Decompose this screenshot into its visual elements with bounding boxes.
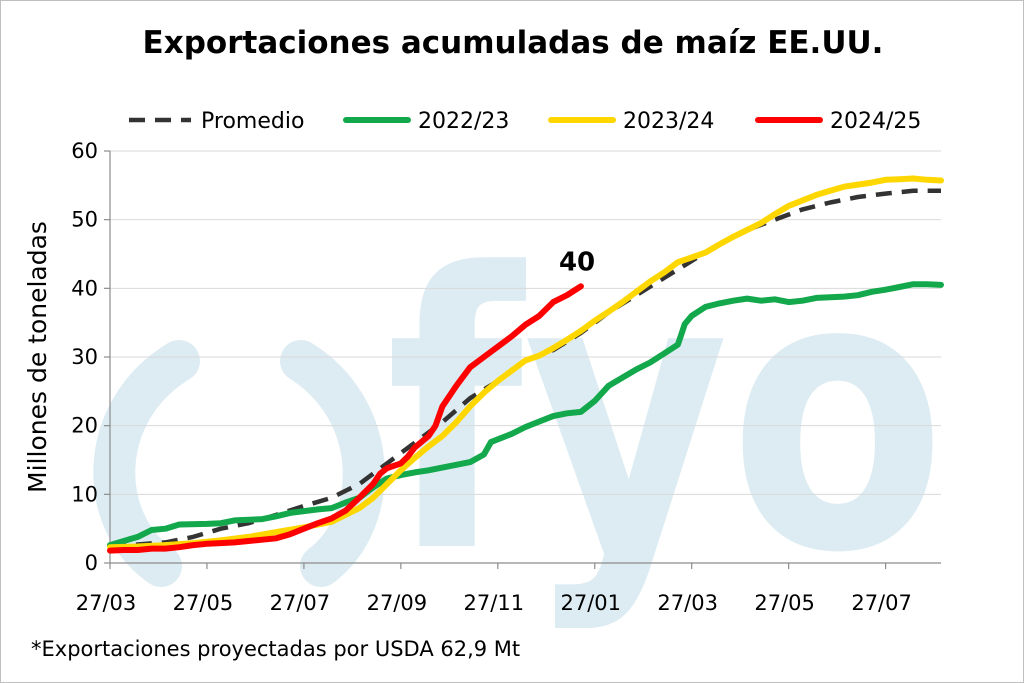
legend-label: Promedio (201, 109, 304, 134)
y-tick-label: 50 (71, 208, 98, 232)
x-tick-label: 27/09 (367, 591, 428, 615)
x-tick-labels: 27/03 27/05 27/07 27/09 27/11 27/01 27/03 27/05… (76, 591, 912, 615)
y-tick-label: 30 (71, 345, 98, 369)
legend-label: 2022/23 (418, 109, 509, 134)
legend: Promedio 2022/23 2023/24 2024/25 (129, 109, 921, 134)
x-tick-label: 27/07 (270, 591, 331, 615)
axes (104, 150, 941, 569)
watermark: fyo (93, 193, 946, 636)
series-line-2024-25 (107, 283, 584, 554)
y-axis-label: Millones de toneladas (23, 221, 52, 493)
y-tick-label: 0 (85, 551, 98, 575)
chart-title: Exportaciones acumuladas de maíz EE.UU. (143, 25, 884, 61)
series-lines (107, 175, 944, 554)
annotations: 40 (559, 247, 595, 277)
annotation-label: 40 (559, 247, 595, 277)
series-line-promedio (109, 188, 941, 549)
x-tick-label: 27/03 (76, 591, 137, 615)
x-tick-label: 27/01 (560, 591, 621, 615)
x-tick-label: 27/05 (754, 591, 815, 615)
footnote: *Exportaciones proyectadas por USDA 62,9… (31, 637, 520, 661)
x-tick-label: 27/07 (851, 591, 912, 615)
watermark-text: fyo (386, 193, 946, 636)
x-tick-label: 27/11 (464, 591, 525, 615)
series-line-2023-24 (107, 175, 944, 551)
series-line-2022-23 (107, 281, 944, 549)
x-tick-label: 27/03 (657, 591, 718, 615)
y-tick-label: 60 (71, 139, 98, 163)
y-tick-label: 40 (71, 276, 98, 300)
y-tick-label: 20 (71, 414, 98, 438)
y-tick-labels: 0 10 20 30 40 50 60 (71, 139, 98, 575)
y-tick-label: 10 (71, 482, 98, 506)
legend-label: 2023/24 (623, 109, 714, 134)
legend-label: 2024/25 (830, 109, 921, 134)
x-tick-label: 27/05 (173, 591, 234, 615)
